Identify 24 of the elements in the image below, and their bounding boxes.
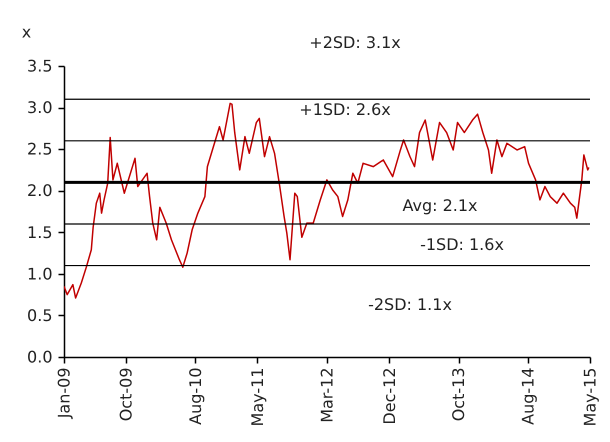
ref-line-label: +2SD: 3.1x xyxy=(309,33,401,52)
x-tick-label: Jan-09 xyxy=(54,368,74,420)
x-tick-label: Aug-10 xyxy=(186,368,205,425)
x-tick-label: Aug-14 xyxy=(518,368,538,425)
ref-line-label: +1SD: 2.6x xyxy=(299,100,391,119)
y-tick-label: 1.0 xyxy=(27,264,52,284)
y-axis-title: x xyxy=(22,22,32,42)
y-tick-label: 1.5 xyxy=(27,222,52,242)
x-tick-label: Mar-12 xyxy=(317,368,336,423)
x-tick-label: Oct-09 xyxy=(116,368,136,422)
ref-line-label: -2SD: 1.1x xyxy=(368,295,452,314)
x-tick-label: May-11 xyxy=(248,368,267,426)
y-tick-label: 3.5 xyxy=(27,56,52,76)
ref-line-label: -1SD: 1.6x xyxy=(420,235,504,254)
x-tick-label: Oct-13 xyxy=(449,368,468,422)
y-tick-label: 2.0 xyxy=(27,181,52,200)
line-series xyxy=(64,102,590,299)
y-tick-label: 3.0 xyxy=(27,98,52,118)
x-tick-label: Dec-12 xyxy=(380,368,399,425)
y-tick-label: 0.0 xyxy=(27,348,52,366)
y-tick-label: 0.5 xyxy=(27,306,52,325)
x-tick-label: May-15 xyxy=(580,368,600,426)
ref-line-label: Avg: 2.1x xyxy=(402,196,478,215)
y-tick-label: 2.5 xyxy=(27,140,52,159)
